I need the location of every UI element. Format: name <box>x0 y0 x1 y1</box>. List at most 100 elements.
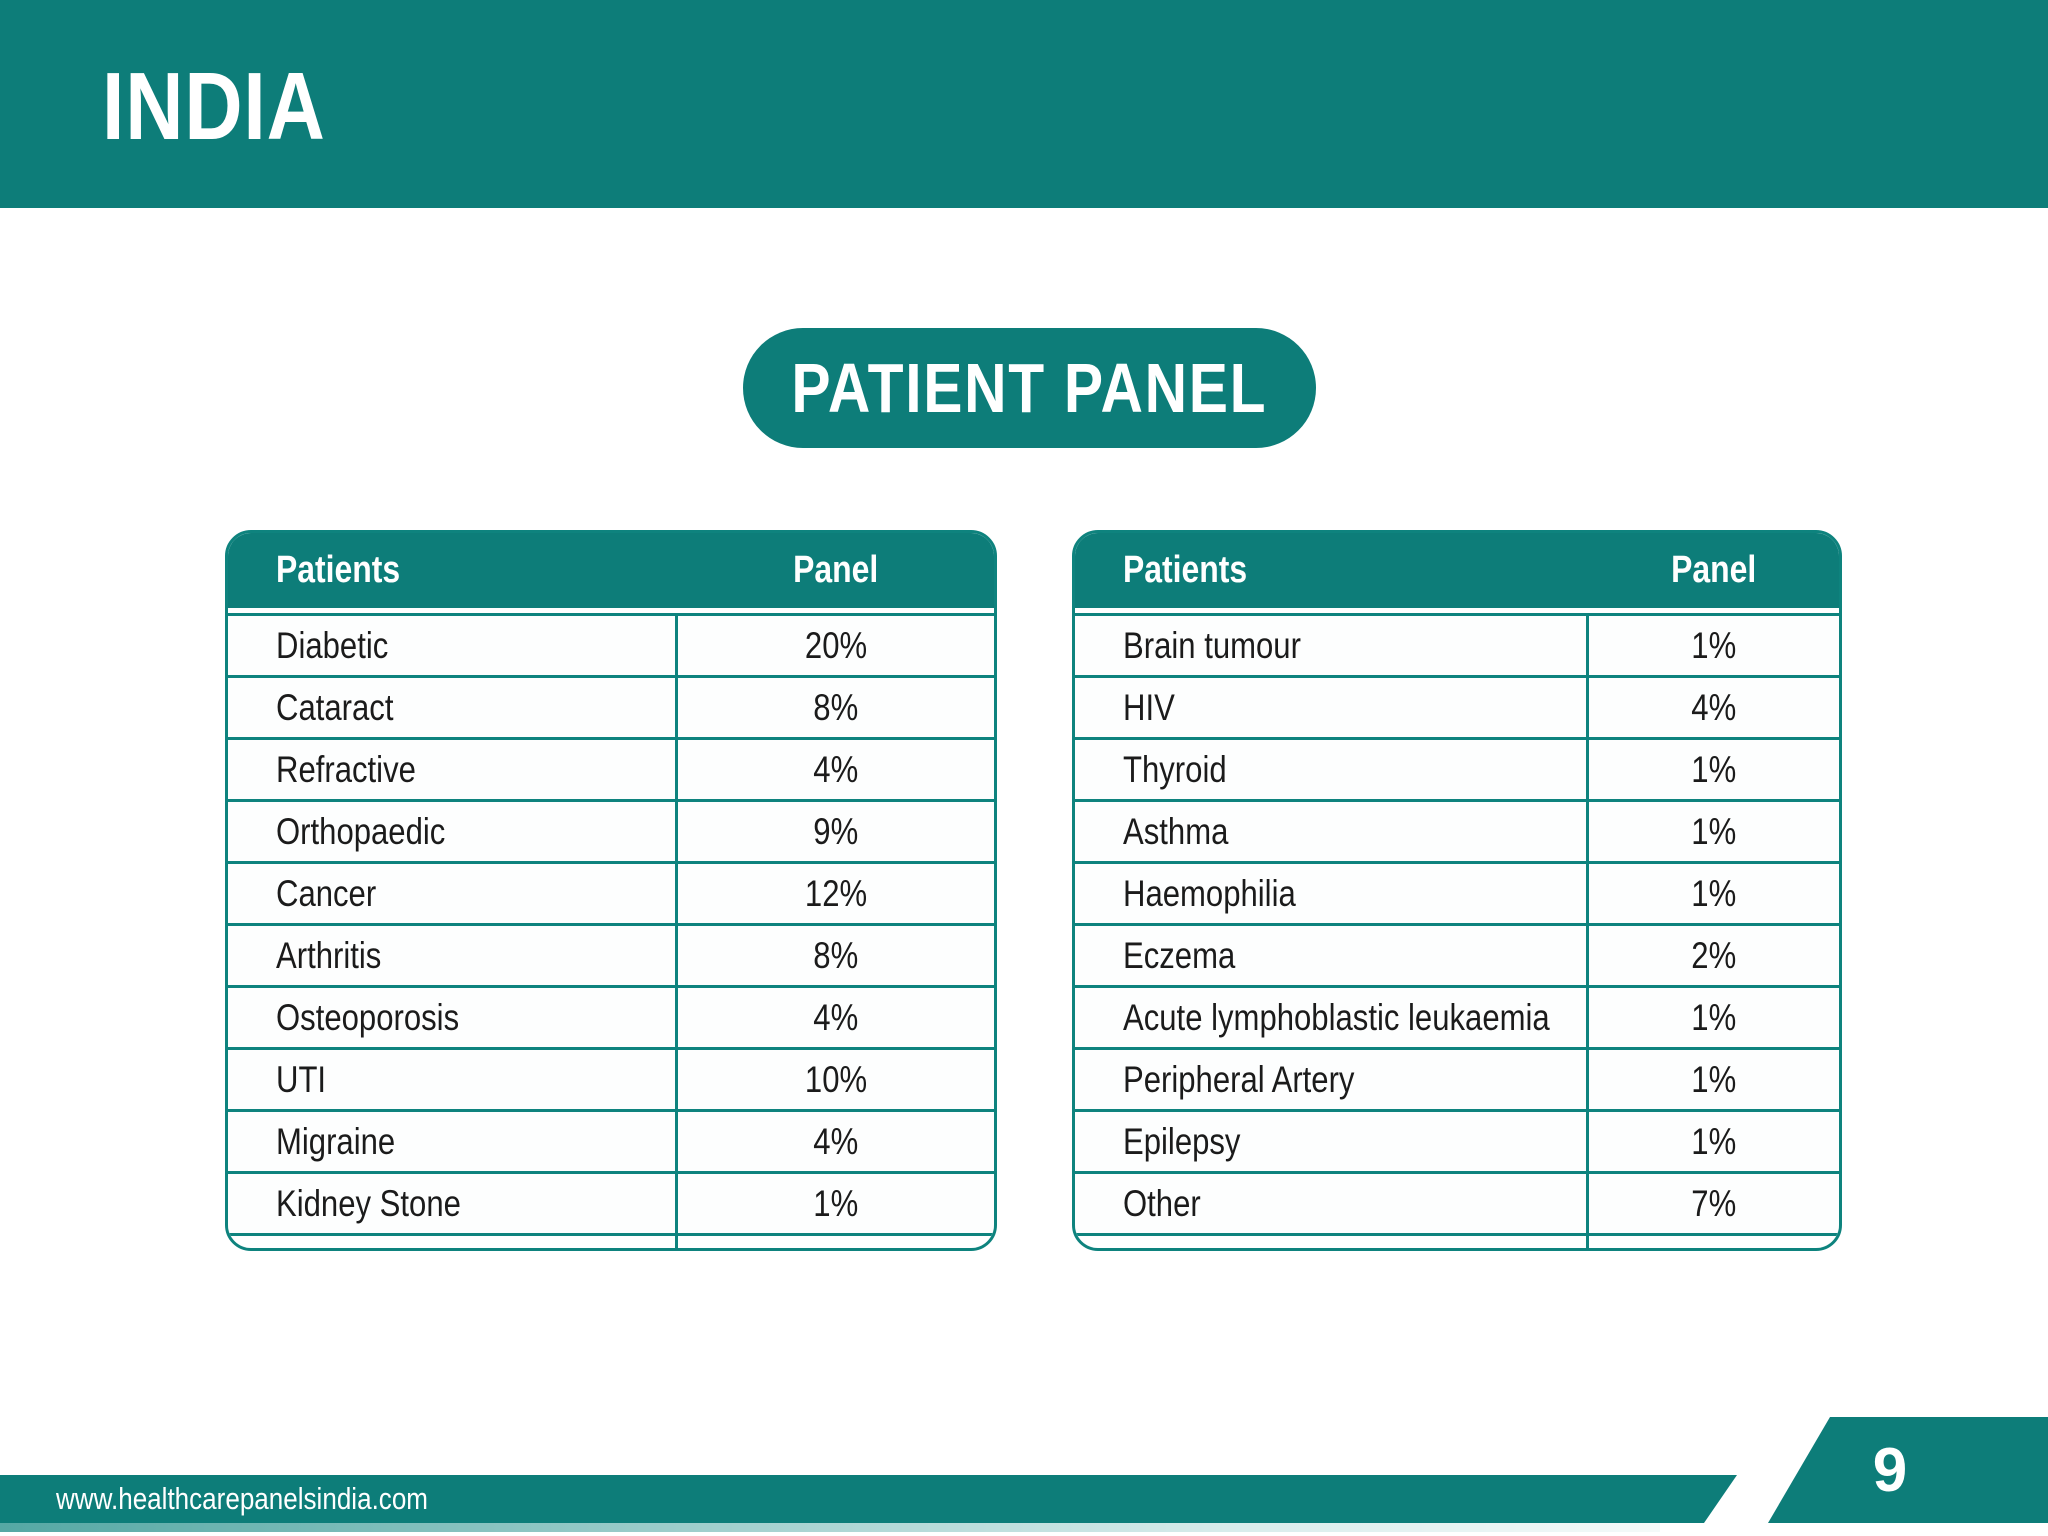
patient-label: HIV <box>1123 686 1175 728</box>
panel-value: 7% <box>1691 1182 1737 1224</box>
patient-cell: Cataract <box>228 678 675 737</box>
patient-label: Thyroid <box>1123 748 1227 790</box>
patient-label: Cancer <box>276 872 377 914</box>
column-header-patients: Patients <box>1123 549 1248 591</box>
footer-website: www.healthcarepanelsindia.com <box>56 1481 429 1516</box>
patient-panel-table-right: Patients Panel Brain tumour 1% HIV 4% Thyroi… <box>1072 530 1842 1251</box>
panel-value-cell: 4% <box>678 1112 994 1171</box>
patient-label: Other <box>1123 1182 1201 1224</box>
panel-value: 1% <box>1691 810 1737 852</box>
patient-label: UTI <box>276 1058 327 1100</box>
table-bottom-padding <box>1589 1236 1839 1248</box>
patient-cell: Kidney Stone <box>228 1174 675 1233</box>
column-header-patients: Patients <box>276 549 401 591</box>
patient-cell: Peripheral Artery <box>1075 1050 1586 1109</box>
patient-cell: Osteoporosis <box>228 988 675 1047</box>
patient-panel-table-left: Patients Panel Diabetic 20% Cataract 8% Refr… <box>225 530 997 1251</box>
patient-cell: Cancer <box>228 864 675 923</box>
patient-label: Arthritis <box>276 934 382 976</box>
panel-value-cell: 1% <box>678 1174 994 1233</box>
patient-label: Orthopaedic <box>276 810 446 852</box>
patient-label: Brain tumour <box>1123 624 1301 666</box>
table-bottom-padding <box>678 1236 994 1248</box>
panel-value-cell: 12% <box>678 864 994 923</box>
table-bottom-padding <box>1075 1236 1586 1248</box>
panel-value: 2% <box>1691 934 1737 976</box>
column-header-panel: Panel <box>1671 549 1757 591</box>
panel-value-cell: 2% <box>1589 926 1839 985</box>
patient-cell: Eczema <box>1075 926 1586 985</box>
panel-value: 1% <box>1691 1120 1737 1162</box>
table-body: Brain tumour 1% HIV 4% Thyroid 1% Asthma 1% Haem… <box>1075 608 1839 1248</box>
panel-value-cell: 1% <box>1589 1050 1839 1109</box>
country-title: INDIA <box>102 52 368 162</box>
top-band: INDIA <box>0 0 2048 208</box>
patient-label: Epilepsy <box>1123 1120 1241 1162</box>
panel-value: 4% <box>1691 686 1737 728</box>
panel-value-cell: 9% <box>678 802 994 861</box>
table-body: Diabetic 20% Cataract 8% Refractive 4% Orthopa… <box>228 608 994 1248</box>
slide-title-pill: PATIENT PANEL <box>743 328 1316 448</box>
panel-value: 4% <box>813 1120 859 1162</box>
patient-cell: Arthritis <box>228 926 675 985</box>
patient-label: Migraine <box>276 1120 396 1162</box>
patient-cell: Refractive <box>228 740 675 799</box>
panel-value: 9% <box>813 810 859 852</box>
panel-value-cell: 1% <box>1589 1112 1839 1171</box>
panel-value-cell: 10% <box>678 1050 994 1109</box>
patient-label: Osteoporosis <box>276 996 460 1038</box>
panel-value-cell: 7% <box>1589 1174 1839 1233</box>
patient-cell: Migraine <box>228 1112 675 1171</box>
panel-value: 1% <box>1691 748 1737 790</box>
panel-value: 20% <box>804 624 868 666</box>
panel-value-cell: 1% <box>1589 802 1839 861</box>
patient-cell: Orthopaedic <box>228 802 675 861</box>
panel-value-cell: 1% <box>1589 988 1839 1047</box>
panel-value-cell: 4% <box>678 988 994 1047</box>
patient-label: Cataract <box>276 686 394 728</box>
header-body-gap <box>1075 608 1839 613</box>
panel-value: 1% <box>1691 1058 1737 1100</box>
patient-cell: Diabetic <box>228 616 675 675</box>
patient-label: Diabetic <box>276 624 389 666</box>
patient-label: Refractive <box>276 748 416 790</box>
table-bottom-padding <box>228 1236 675 1248</box>
patient-cell: Thyroid <box>1075 740 1586 799</box>
slide-title: PATIENT PANEL <box>791 349 1268 427</box>
panel-value: 1% <box>813 1182 859 1224</box>
patient-label: Eczema <box>1123 934 1236 976</box>
panel-value-cell: 4% <box>1589 678 1839 737</box>
patient-label: Kidney Stone <box>276 1182 461 1224</box>
country-title-text: INDIA <box>102 53 326 160</box>
panel-value-cell: 8% <box>678 926 994 985</box>
page-number: 9 <box>1872 1435 1908 1505</box>
patient-cell: Haemophilia <box>1075 864 1586 923</box>
panel-value: 12% <box>804 872 868 914</box>
patient-cell: Other <box>1075 1174 1586 1233</box>
panel-value-cell: 1% <box>1589 864 1839 923</box>
footer-accent-strip <box>0 1523 1660 1532</box>
patient-label: Haemophilia <box>1123 872 1296 914</box>
page-number-tab: 9 <box>1768 1417 2048 1523</box>
patient-cell: Asthma <box>1075 802 1586 861</box>
panel-value: 10% <box>804 1058 868 1100</box>
panel-value: 1% <box>1691 996 1737 1038</box>
panel-value-cell: 8% <box>678 678 994 737</box>
column-header-panel: Panel <box>793 549 879 591</box>
panel-value: 4% <box>813 996 859 1038</box>
patient-label: Acute lymphoblastic leukaemia <box>1123 996 1550 1038</box>
patient-cell: UTI <box>228 1050 675 1109</box>
panel-value-cell: 1% <box>1589 740 1839 799</box>
patient-cell: HIV <box>1075 678 1586 737</box>
patient-label: Peripheral Artery <box>1123 1058 1355 1100</box>
patient-cell: Epilepsy <box>1075 1112 1586 1171</box>
panel-value: 1% <box>1691 872 1737 914</box>
table-header: Patients Panel <box>228 533 994 608</box>
patient-cell: Acute lymphoblastic leukaemia <box>1075 988 1586 1047</box>
panel-value-cell: 4% <box>678 740 994 799</box>
table-header: Patients Panel <box>1075 533 1839 608</box>
panel-value-cell: 20% <box>678 616 994 675</box>
panel-value-cell: 1% <box>1589 616 1839 675</box>
patient-cell: Brain tumour <box>1075 616 1586 675</box>
